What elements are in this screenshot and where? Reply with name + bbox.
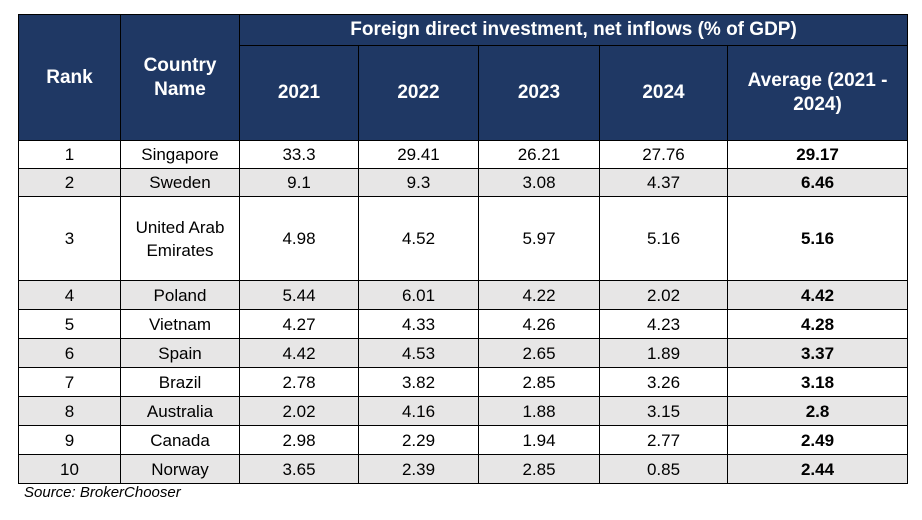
cell-2021: 33.3 [239,140,359,169]
header-group-title: Foreign direct investment, net inflows (… [238,14,909,46]
cell-2022: 6.01 [358,280,479,310]
cell-2024: 5.16 [599,196,728,281]
cell-2022: 3.82 [358,367,479,397]
cell-average: 2.44 [726,454,909,484]
cell-average: 3.18 [726,367,909,397]
header-year-2023: 2023 [478,45,600,141]
cell-2024: 0.85 [599,454,728,484]
table-row: 3 United Arab Emirates 4.98 4.52 5.97 5.… [18,196,909,281]
cell-rank: 8 [18,396,121,426]
cell-country: Sweden [120,168,240,197]
cell-2021: 4.98 [239,196,359,281]
cell-country: Spain [120,338,240,368]
cell-2024: 2.77 [599,425,728,455]
cell-average: 5.16 [726,196,909,281]
cell-country: Vietnam [120,309,240,339]
cell-2021: 4.27 [239,309,359,339]
cell-average: 2.8 [726,396,909,426]
source-note: Source: BrokerChooser [24,484,181,501]
cell-2021: 2.02 [239,396,359,426]
cell-2023: 2.85 [478,367,600,397]
cell-2022: 4.33 [358,309,479,339]
cell-rank: 6 [18,338,121,368]
cell-country: Norway [120,454,240,484]
header-rank: Rank [18,14,121,141]
cell-country: Poland [120,280,240,310]
cell-2021: 9.1 [239,168,359,197]
table-row: 7 Brazil 2.78 3.82 2.85 3.26 3.18 [18,367,909,397]
cell-rank: 10 [18,454,121,484]
cell-average: 6.46 [726,168,909,197]
header-row-years: 2021 2022 2023 2024 Average (2021 - 2024… [19,45,909,141]
cell-average: 4.42 [726,280,909,310]
table-row: 8 Australia 2.02 4.16 1.88 3.15 2.8 [18,396,909,426]
cell-2022: 4.52 [358,196,479,281]
cell-2024: 4.37 [599,168,728,197]
cell-2022: 4.53 [358,338,479,368]
cell-rank: 2 [18,168,121,197]
cell-average: 4.28 [726,309,909,339]
cell-2024: 1.89 [599,338,728,368]
cell-average: 3.37 [726,338,909,368]
cell-2024: 2.02 [599,280,728,310]
table-row: 10 Norway 3.65 2.39 2.85 0.85 2.44 [18,454,909,484]
table-row: 9 Canada 2.98 2.29 1.94 2.77 2.49 [18,425,909,455]
cell-2024: 27.76 [599,140,728,169]
cell-average: 2.49 [726,425,909,455]
cell-rank: 3 [18,196,121,281]
cell-rank: 7 [18,367,121,397]
table-body: 1 Singapore 33.3 29.41 26.21 27.76 29.17… [18,140,909,484]
cell-2022: 2.29 [358,425,479,455]
cell-2021: 2.78 [239,367,359,397]
cell-2023: 26.21 [478,140,600,169]
cell-2023: 4.26 [478,309,600,339]
cell-country: Singapore [120,140,240,169]
table-row: 6 Spain 4.42 4.53 2.65 1.89 3.37 [18,338,909,368]
cell-2022: 2.39 [358,454,479,484]
cell-2021: 5.44 [239,280,359,310]
cell-country: United Arab Emirates [120,196,240,281]
header-year-2024: 2024 [599,45,728,141]
cell-average: 29.17 [726,140,909,169]
cell-2023: 2.85 [478,454,600,484]
table-row: 5 Vietnam 4.27 4.33 4.26 4.23 4.28 [18,309,909,339]
header-country: Country Name [120,14,240,141]
cell-2023: 2.65 [478,338,600,368]
cell-rank: 1 [18,140,121,169]
header-year-2022: 2022 [358,45,479,141]
header-row-top: Rank Country Name Foreign direct investm… [18,14,909,141]
cell-2024: 3.26 [599,367,728,397]
cell-2024: 3.15 [599,396,728,426]
cell-2023: 4.22 [478,280,600,310]
cell-rank: 4 [18,280,121,310]
cell-country: Australia [120,396,240,426]
table-row: 1 Singapore 33.3 29.41 26.21 27.76 29.17 [18,140,909,169]
table-row: 2 Sweden 9.1 9.3 3.08 4.37 6.46 [18,168,909,197]
header-year-2021: 2021 [239,45,359,141]
cell-2021: 4.42 [239,338,359,368]
cell-2023: 5.97 [478,196,600,281]
cell-rank: 9 [18,425,121,455]
fdi-table: Rank Country Name Foreign direct investm… [18,14,909,484]
cell-2022: 9.3 [358,168,479,197]
table-header: Rank Country Name Foreign direct investm… [18,14,909,141]
cell-2021: 2.98 [239,425,359,455]
table-row: 4 Poland 5.44 6.01 4.22 2.02 4.42 [18,280,909,310]
cell-2024: 4.23 [599,309,728,339]
cell-2023: 1.94 [478,425,600,455]
cell-country: Brazil [120,367,240,397]
cell-2023: 1.88 [478,396,600,426]
header-average: Average (2021 - 2024) [726,45,909,141]
cell-2022: 29.41 [358,140,479,169]
cell-rank: 5 [18,309,121,339]
cell-country: Canada [120,425,240,455]
cell-2022: 4.16 [358,396,479,426]
cell-2021: 3.65 [239,454,359,484]
cell-2023: 3.08 [478,168,600,197]
